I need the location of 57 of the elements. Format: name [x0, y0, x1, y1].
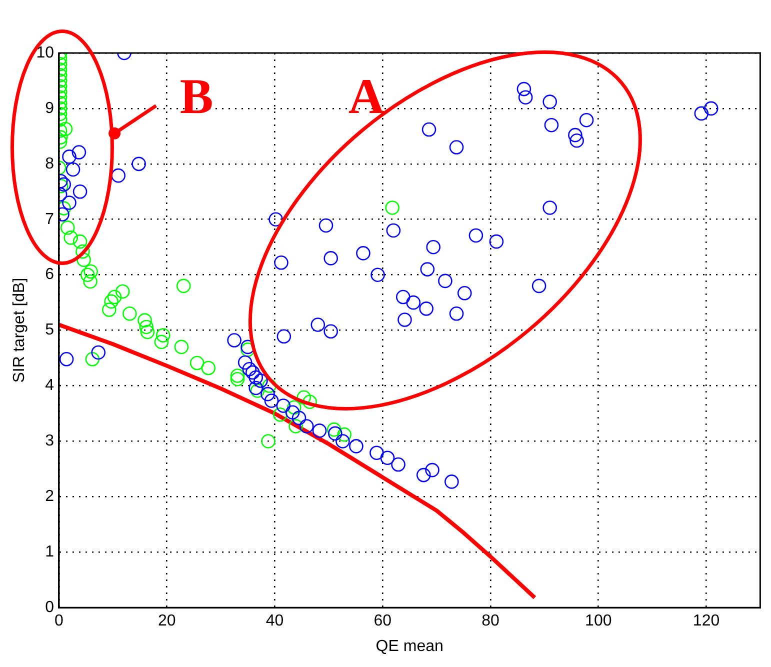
x-tick-label: 40 [266, 612, 284, 630]
x-tick-label: 100 [585, 612, 612, 630]
point [326, 422, 342, 437]
y-tick-label: 4 [45, 377, 54, 394]
x-tick-label: 20 [158, 612, 176, 630]
point [302, 394, 317, 409]
point [122, 306, 137, 321]
y-tick-label: 1 [45, 544, 54, 561]
y-tick-label: 10 [36, 44, 54, 62]
y-axis-title: SIR target [dB] [11, 278, 28, 383]
point [156, 328, 170, 342]
point [272, 407, 288, 422]
point [337, 427, 352, 442]
point [85, 352, 100, 366]
point [64, 230, 78, 245]
point [72, 234, 88, 249]
point [154, 334, 169, 350]
point [288, 419, 303, 434]
annotation: B [180, 68, 214, 124]
x-tick-label: 120 [692, 612, 720, 630]
point [102, 302, 116, 317]
y-tick-label: 0 [45, 599, 54, 616]
point [76, 244, 90, 259]
y-tick-label: 8 [45, 155, 54, 172]
x-tick-label: 60 [374, 612, 392, 630]
point [80, 268, 95, 282]
point [262, 378, 277, 393]
point [201, 360, 216, 376]
y-tick-label: 2 [45, 488, 54, 506]
point [83, 274, 98, 289]
y-tick-label: 6 [45, 266, 54, 284]
point [287, 400, 302, 415]
y-tick-label: 9 [45, 100, 54, 117]
point [230, 368, 245, 383]
y-tick-label: 5 [45, 322, 54, 339]
y-tick-label: 7 [45, 210, 54, 228]
point [230, 372, 245, 386]
point [176, 278, 191, 294]
point [139, 320, 154, 334]
point [174, 340, 189, 354]
point [385, 200, 400, 215]
point [84, 264, 98, 279]
point [250, 384, 265, 398]
point [190, 356, 204, 370]
point [107, 290, 122, 304]
point [115, 284, 130, 299]
annotation: A [348, 68, 384, 124]
x-axis-title: QE mean [376, 638, 444, 655]
point [104, 294, 118, 309]
point [296, 390, 312, 405]
point [58, 122, 73, 136]
point [261, 434, 276, 448]
point [140, 324, 155, 340]
point [60, 220, 75, 235]
x-tick-label: 80 [482, 612, 500, 630]
y-tick-label: 3 [45, 432, 54, 450]
point [138, 313, 152, 328]
